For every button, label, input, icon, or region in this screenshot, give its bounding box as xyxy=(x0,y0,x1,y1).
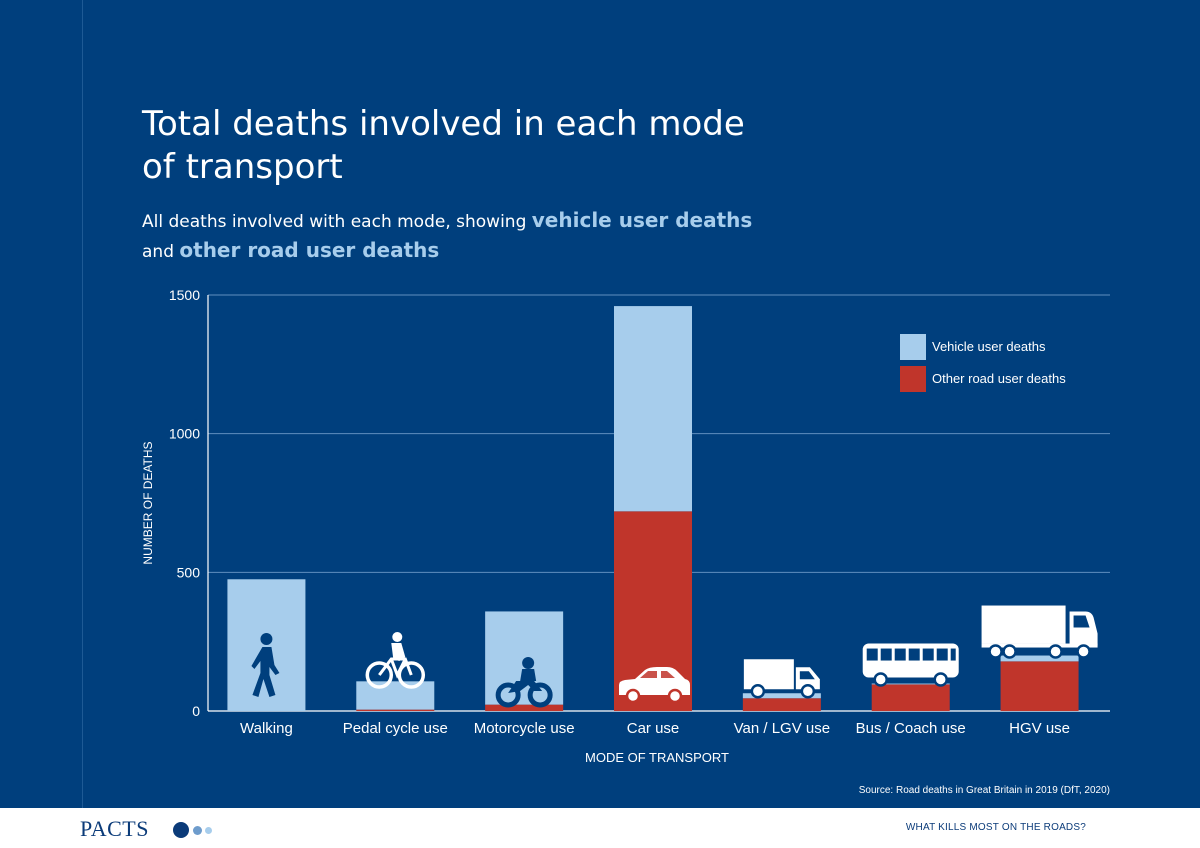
stacked-bar-chart: 0 500 1000 1500 Walking Pedal cycle use Motorc… xyxy=(141,287,1110,796)
y-tick-label: 1500 xyxy=(169,287,200,303)
bicycle-icon xyxy=(365,630,426,689)
bus-icon xyxy=(861,642,960,687)
bar-other-road-user xyxy=(871,684,950,711)
y-tick-label: 0 xyxy=(192,703,200,719)
subtitle-text-1: All deaths involved with each mode, show… xyxy=(142,212,532,232)
chart-panel xyxy=(0,0,1200,808)
legend-swatch xyxy=(900,366,926,392)
legend-label: Other road user deaths xyxy=(932,371,1066,386)
bar-vehicle-user xyxy=(227,579,306,711)
x-tick-label: HGV use xyxy=(1009,720,1070,737)
footer-tagline: WHAT KILLS MOST ON THE ROADS? xyxy=(905,822,1086,833)
subtitle-highlight-other: other road user deaths xyxy=(179,238,440,262)
y-axis-label: NUMBER OF DEATHS xyxy=(141,441,155,564)
van-icon xyxy=(742,658,822,699)
bar-other-road-user xyxy=(742,698,821,711)
subtitle-highlight-vehicle: vehicle user deaths xyxy=(531,208,753,232)
bar-other-road-user xyxy=(1000,661,1079,711)
page-subtitle: All deaths involved with each mode, show… xyxy=(142,206,762,266)
x-tick-label: Walking xyxy=(240,720,293,737)
bar-vehicle-user xyxy=(1000,655,1079,662)
source-note: Source: Road deaths in Great Britain in … xyxy=(859,785,1110,796)
x-axis-label: MODE OF TRANSPORT xyxy=(585,750,729,765)
x-tick-label: Pedal cycle use xyxy=(343,720,448,737)
bar-vehicle-user xyxy=(356,681,435,710)
pacts-logo: PACTS xyxy=(80,816,149,841)
y-tick-label: 500 xyxy=(177,564,201,580)
hgv-truck-icon xyxy=(980,604,1099,659)
legend-swatch xyxy=(900,334,926,360)
bar-other-road-user xyxy=(356,709,435,711)
logo-dot-large xyxy=(173,822,189,838)
logo-dot-small xyxy=(205,827,212,834)
panel-divider xyxy=(82,0,83,808)
bar-vehicle-user xyxy=(742,693,821,699)
subtitle-text-2: and xyxy=(142,242,180,262)
x-tick-label: Bus / Coach use xyxy=(856,720,966,737)
legend-label: Vehicle user deaths xyxy=(932,339,1046,354)
bar-other-road-user xyxy=(485,704,564,711)
x-tick-label: Van / LGV use xyxy=(734,720,830,737)
page-title: Total deaths involved in each mode of tr… xyxy=(142,104,745,187)
bar-vehicle-user xyxy=(614,306,692,512)
logo-dot-medium xyxy=(193,826,202,835)
x-tick-label: Motorcycle use xyxy=(474,720,575,737)
x-tick-label: Car use xyxy=(627,720,680,737)
y-tick-label: 1000 xyxy=(169,426,200,442)
bar-vehicle-user xyxy=(871,683,950,685)
